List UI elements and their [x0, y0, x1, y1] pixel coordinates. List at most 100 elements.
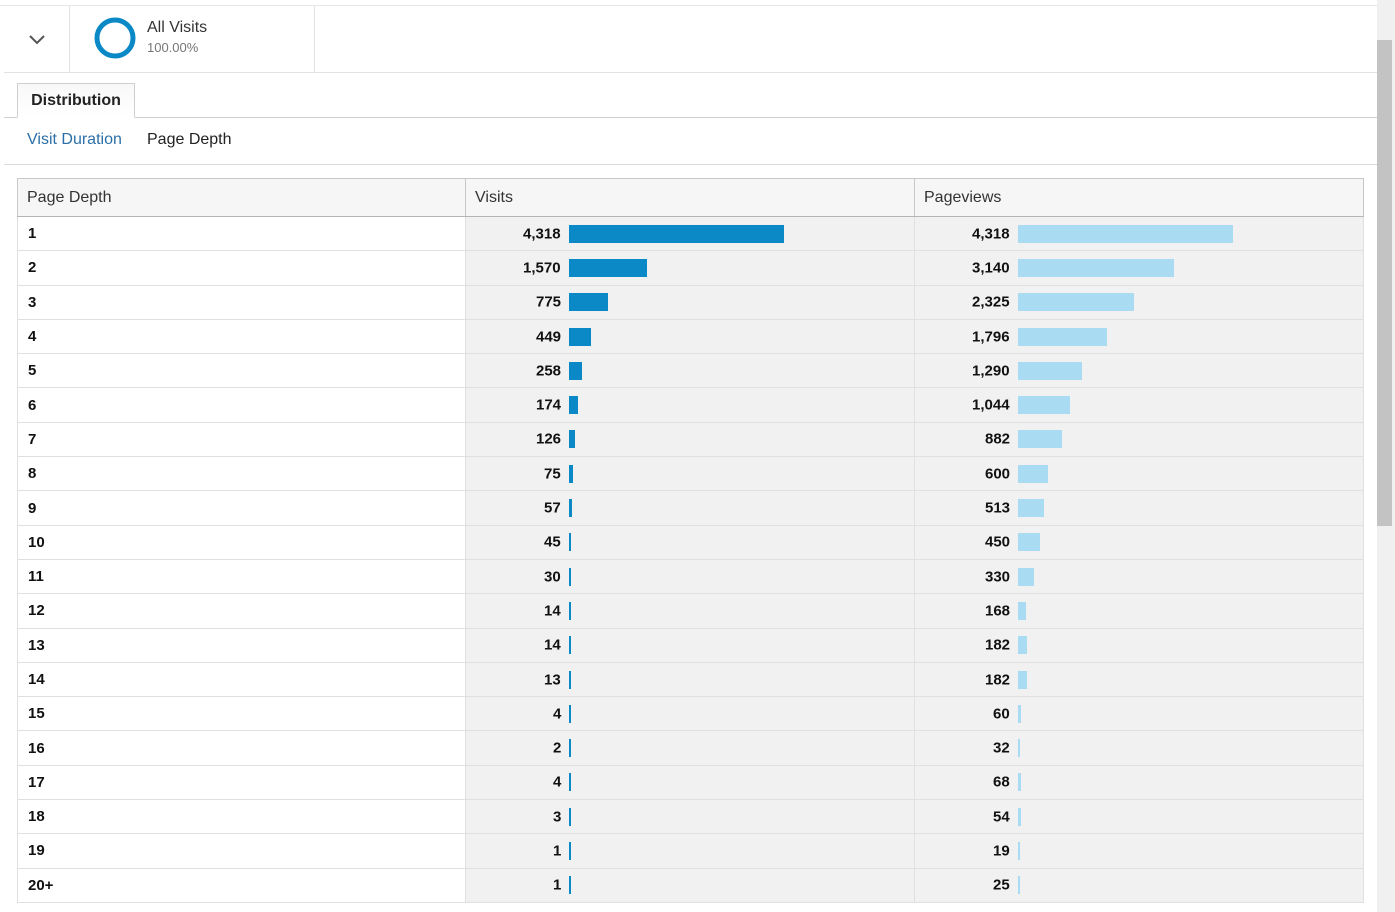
row-pageviews-cell: 4,318 — [914, 215, 1364, 252]
table-row[interactable]: 17 4 68 — [17, 764, 1364, 801]
visits-bar — [569, 396, 578, 415]
distribution-table: Page Depth Visits Pageviews 1 4,318 4,318 2… — [17, 178, 1364, 903]
table-row[interactable]: 3 775 2,325 — [17, 284, 1364, 320]
row-pageviews-cell: 168 — [914, 593, 1364, 629]
pageviews-bar — [1018, 601, 1027, 620]
table-row[interactable]: 13 14 182 — [17, 627, 1364, 663]
row-visits-value: 2 — [553, 739, 562, 757]
row-visits-cell: 4 — [465, 696, 915, 732]
row-pageviews-value: 4,318 — [972, 225, 1010, 243]
segment-all-visits[interactable]: All Visits 100.00% — [70, 6, 315, 72]
row-pageviews-cell: 54 — [914, 799, 1364, 835]
pageviews-bar — [1018, 773, 1022, 792]
row-visits-cell: 126 — [465, 421, 915, 458]
table-row[interactable]: 10 45 450 — [17, 524, 1364, 560]
visits-bar — [569, 533, 572, 552]
row-page-depth: 12 — [17, 593, 466, 629]
row-page-depth: 14 — [17, 661, 466, 698]
visits-bar — [569, 841, 571, 860]
table-row[interactable]: 9 57 513 — [17, 490, 1364, 526]
table-row[interactable]: 18 3 54 — [17, 799, 1364, 835]
row-visits-cell: 1 — [465, 867, 915, 903]
row-page-depth: 6 — [17, 387, 466, 423]
row-pageviews-value: 330 — [985, 568, 1011, 586]
row-pageviews-cell: 600 — [914, 456, 1364, 492]
pageviews-bar — [1018, 533, 1041, 552]
table-row[interactable]: 15 4 60 — [17, 696, 1364, 732]
visits-bar — [569, 464, 573, 483]
visits-bar — [569, 670, 571, 689]
table-row[interactable]: 5 258 1,290 — [17, 353, 1364, 389]
subtab-visit-duration[interactable]: Visit Duration — [27, 131, 122, 148]
row-visits-value: 4 — [553, 705, 562, 723]
row-pageviews-value: 32 — [993, 739, 1010, 757]
visits-bar — [569, 293, 608, 312]
visits-bar — [569, 773, 571, 792]
row-page-depth: 3 — [17, 284, 466, 320]
table-row[interactable]: 7 126 882 — [17, 421, 1364, 458]
row-visits-value: 13 — [544, 671, 561, 688]
row-pageviews-cell: 513 — [914, 490, 1364, 526]
collapse-toggle[interactable] — [4, 6, 70, 72]
row-page-depth: 7 — [17, 421, 466, 458]
row-pageviews-value: 25 — [993, 876, 1010, 894]
row-page-depth: 16 — [17, 730, 466, 766]
visits-bar — [569, 224, 784, 243]
table-row[interactable]: 4 449 1,796 — [17, 318, 1364, 355]
table-row[interactable]: 16 2 32 — [17, 730, 1364, 766]
row-visits-value: 4,318 — [523, 225, 561, 243]
pageviews-bar — [1018, 704, 1021, 723]
table-row[interactable]: 14 13 182 — [17, 661, 1364, 698]
row-pageviews-cell: 450 — [914, 524, 1364, 560]
tab-distribution[interactable]: Distribution — [17, 83, 135, 118]
row-visits-cell: 1 — [465, 833, 915, 869]
row-visits-value: 30 — [544, 568, 561, 586]
table-row[interactable]: 20+ 1 25 — [17, 867, 1364, 903]
row-visits-value: 258 — [536, 362, 562, 380]
row-pageviews-cell: 25 — [914, 867, 1364, 903]
visits-bar — [569, 327, 592, 346]
row-pageviews-cell: 1,044 — [914, 387, 1364, 423]
table-row[interactable]: 12 14 168 — [17, 593, 1364, 629]
donut-icon — [94, 17, 136, 59]
header-page-depth[interactable]: Page Depth — [17, 178, 466, 217]
row-pageviews-value: 182 — [985, 636, 1011, 654]
row-visits-value: 57 — [544, 499, 561, 517]
table-row[interactable]: 19 1 19 — [17, 833, 1364, 869]
row-page-depth: 4 — [17, 318, 466, 355]
table-row[interactable]: 11 30 330 — [17, 558, 1364, 595]
header-visits[interactable]: Visits — [465, 178, 915, 217]
row-visits-value: 45 — [544, 533, 561, 551]
table-row[interactable]: 1 4,318 4,318 — [17, 215, 1364, 252]
row-visits-value: 775 — [536, 293, 562, 311]
table-header-row: Page Depth Visits Pageviews — [17, 178, 1364, 217]
row-pageviews-value: 1,290 — [972, 362, 1010, 380]
table-row[interactable]: 8 75 600 — [17, 456, 1364, 492]
row-visits-cell: 75 — [465, 456, 915, 492]
row-pageviews-cell: 182 — [914, 661, 1364, 698]
row-page-depth: 1 — [17, 215, 466, 252]
table-row[interactable]: 2 1,570 3,140 — [17, 250, 1364, 286]
row-visits-value: 449 — [536, 328, 562, 346]
pageviews-bar — [1018, 224, 1233, 243]
pageviews-bar — [1018, 361, 1083, 380]
header-pageviews[interactable]: Pageviews — [914, 178, 1364, 217]
row-visits-cell: 45 — [465, 524, 915, 560]
tab-bar-line — [4, 117, 1377, 118]
pageviews-bar — [1018, 464, 1048, 483]
subtab-page-depth[interactable]: Page Depth — [147, 131, 232, 148]
chevron-down-icon — [29, 35, 45, 45]
row-visits-cell: 30 — [465, 558, 915, 595]
row-pageviews-value: 182 — [985, 671, 1011, 688]
row-visits-value: 75 — [544, 465, 561, 483]
row-pageviews-cell: 68 — [914, 764, 1364, 801]
row-pageviews-cell: 2,325 — [914, 284, 1364, 320]
row-page-depth: 15 — [17, 696, 466, 732]
row-page-depth: 8 — [17, 456, 466, 492]
row-pageviews-value: 1,796 — [972, 328, 1010, 346]
row-pageviews-value: 600 — [985, 465, 1011, 483]
row-page-depth: 10 — [17, 524, 466, 560]
row-visits-cell: 2 — [465, 730, 915, 766]
table-row[interactable]: 6 174 1,044 — [17, 387, 1364, 423]
scrollbar-thumb[interactable] — [1377, 40, 1392, 526]
